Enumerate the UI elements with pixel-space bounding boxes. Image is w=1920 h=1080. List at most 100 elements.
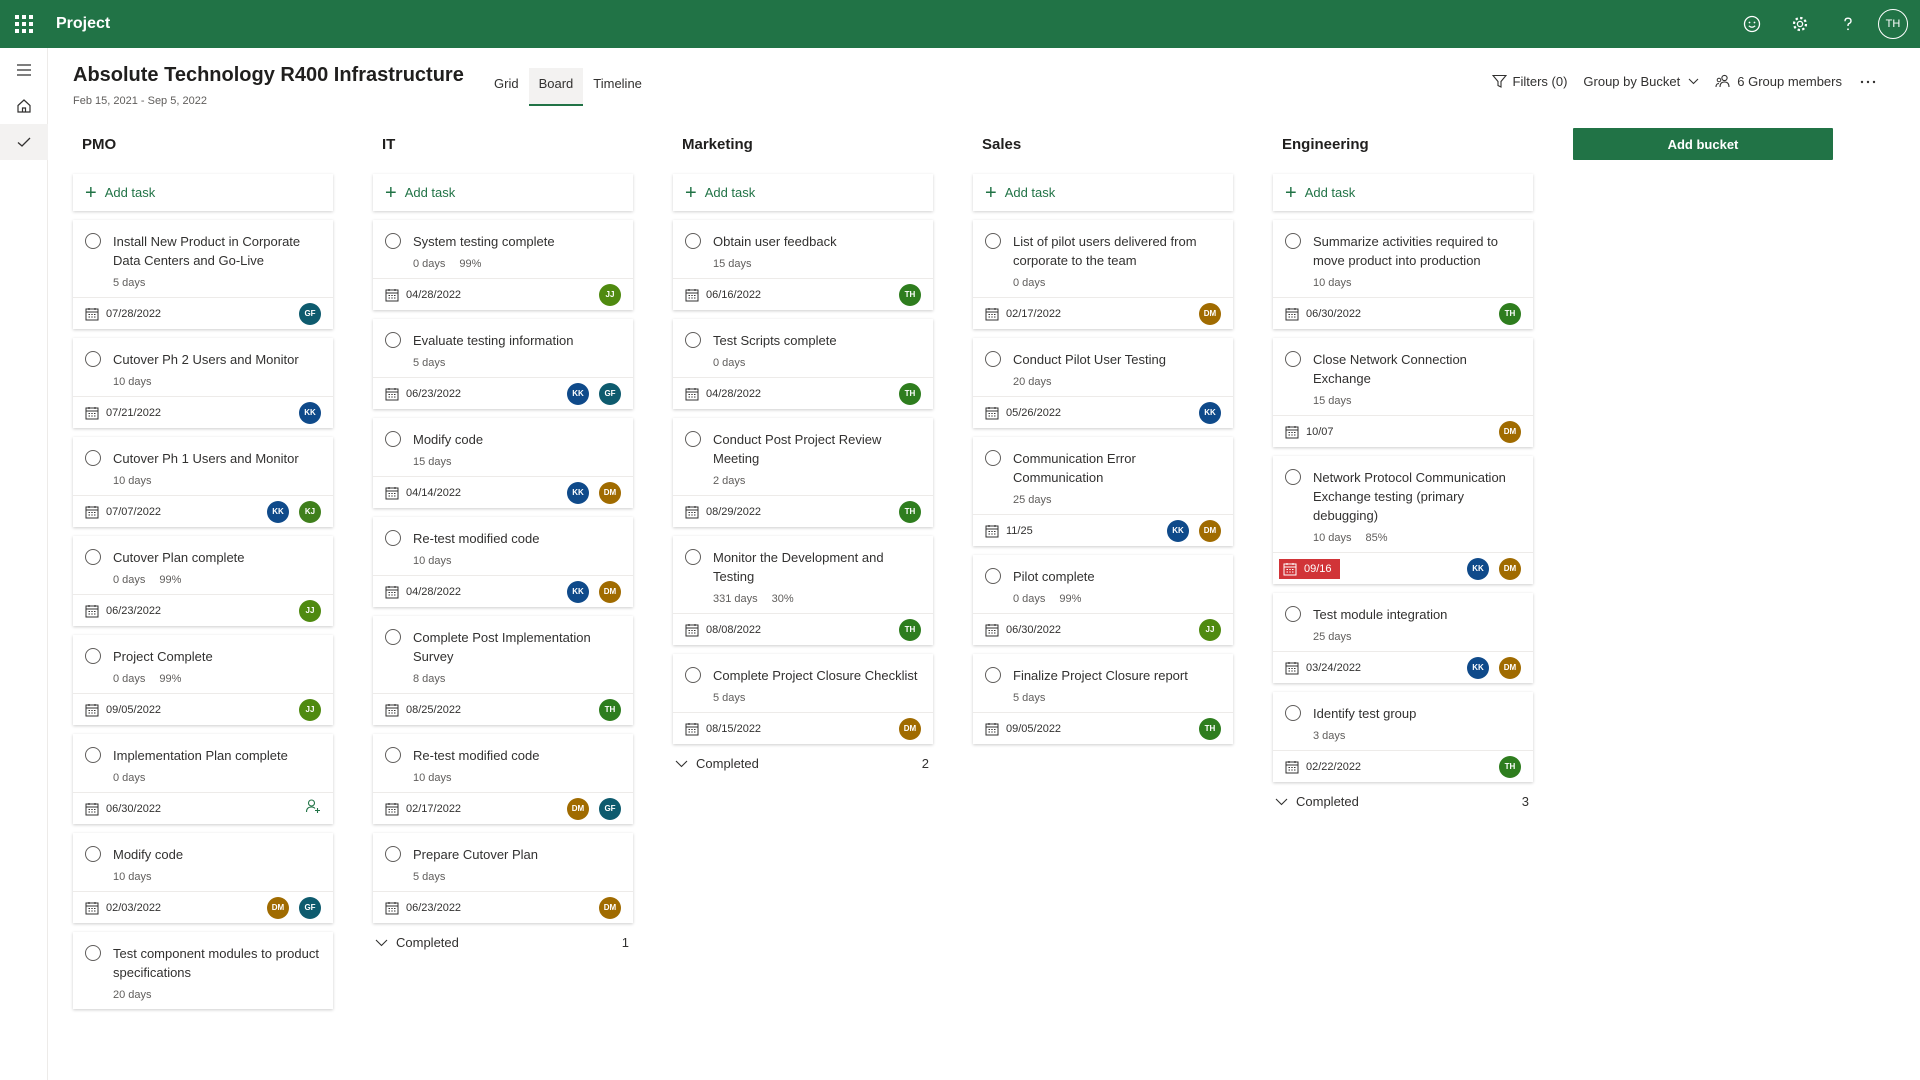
tab-board[interactable]: Board	[528, 68, 584, 106]
task-card[interactable]: Complete Post Implementation Survey 8 day…	[373, 616, 633, 725]
task-card[interactable]: Identify test group 3 days 02/22/2022 TH	[1273, 692, 1533, 782]
assignee-avatar[interactable]: DM	[1499, 420, 1521, 443]
complete-task-checkbox[interactable]	[685, 332, 701, 348]
due-date[interactable]: 06/23/2022	[385, 901, 461, 915]
complete-task-checkbox[interactable]	[685, 549, 701, 565]
bucket-name[interactable]: PMO	[82, 136, 117, 153]
task-card[interactable]: Pilot complete 0 days 99% 06/30/2022 JJ	[973, 555, 1233, 645]
task-card[interactable]: Conduct Post Project Review Meeting 2 day…	[673, 418, 933, 527]
complete-task-checkbox[interactable]	[385, 629, 401, 645]
task-card[interactable]: Network Protocol Communication Exchange …	[1273, 456, 1533, 584]
task-title[interactable]: List of pilot users delivered from corpo…	[1013, 234, 1197, 268]
bucket-name[interactable]: Sales	[982, 136, 1022, 153]
account-avatar[interactable]: TH	[1878, 9, 1908, 39]
assignee-avatar[interactable]: TH	[1499, 302, 1521, 325]
task-card[interactable]: Conduct Pilot User Testing 20 days 05/26/2…	[973, 338, 1233, 428]
due-date[interactable]: 02/03/2022	[85, 901, 161, 915]
tab-grid[interactable]: Grid	[494, 76, 519, 91]
task-title[interactable]: Cutover Ph 1 Users and Monitor	[113, 451, 299, 466]
assignee-avatar[interactable]: TH	[899, 618, 921, 641]
bucket-name[interactable]: Engineering	[1282, 136, 1369, 153]
task-card[interactable]: Close Network Connection Exchange 15 days…	[1273, 338, 1533, 447]
task-title[interactable]: Conduct Post Project Review Meeting	[713, 432, 882, 466]
due-date[interactable]: 06/30/2022	[985, 623, 1061, 637]
assignee-avatar[interactable]: KK	[567, 481, 589, 504]
complete-task-checkbox[interactable]	[385, 747, 401, 763]
complete-task-checkbox[interactable]	[85, 549, 101, 565]
complete-task-checkbox[interactable]	[85, 945, 101, 961]
bucket-name[interactable]: Marketing	[682, 136, 753, 153]
task-card[interactable]: Monitor the Development and Testing 331 d…	[673, 536, 933, 645]
assignee-avatar[interactable]: KK	[1167, 519, 1189, 542]
complete-task-checkbox[interactable]	[1285, 606, 1301, 622]
task-title[interactable]: Test Scripts complete	[713, 333, 837, 348]
complete-task-checkbox[interactable]	[385, 530, 401, 546]
complete-task-checkbox[interactable]	[85, 450, 101, 466]
complete-task-checkbox[interactable]	[385, 233, 401, 249]
due-date[interactable]: 06/30/2022	[1285, 307, 1361, 321]
assignee-avatar[interactable]: GF	[599, 797, 621, 820]
task-title[interactable]: Obtain user feedback	[713, 234, 837, 249]
task-card[interactable]: Modify code 15 days 04/14/2022 KK DM	[373, 418, 633, 508]
task-card[interactable]: Project Complete 0 days 99% 09/05/2022 JJ	[73, 635, 333, 725]
assignee-avatar[interactable]: JJ	[599, 283, 621, 306]
assignee-avatar[interactable]: DM	[267, 896, 289, 919]
task-title[interactable]: Network Protocol Communication Exchange …	[1313, 470, 1506, 523]
complete-task-checkbox[interactable]	[1285, 705, 1301, 721]
complete-task-checkbox[interactable]	[1285, 469, 1301, 485]
due-date[interactable]: 04/14/2022	[385, 486, 461, 500]
due-date[interactable]: 08/08/2022	[685, 623, 761, 637]
due-date[interactable]: 06/30/2022	[85, 802, 161, 816]
due-date[interactable]: 06/23/2022	[385, 387, 461, 401]
assignee-avatar[interactable]: KK	[567, 382, 589, 405]
due-date[interactable]: 02/17/2022	[985, 307, 1061, 321]
task-title[interactable]: Test module integration	[1313, 607, 1448, 622]
task-card[interactable]: Test component modules to product specif…	[73, 932, 333, 1009]
due-date[interactable]: 02/17/2022	[385, 802, 461, 816]
task-card[interactable]: Communication Error Communication 25 days…	[973, 437, 1233, 546]
due-date[interactable]: 11/25	[985, 524, 1033, 538]
completed-toggle[interactable]: Completed 3	[1273, 794, 1533, 809]
complete-task-checkbox[interactable]	[685, 233, 701, 249]
task-card[interactable]: Obtain user feedback 15 days 06/16/2022 TH	[673, 220, 933, 310]
complete-task-checkbox[interactable]	[985, 233, 1001, 249]
task-card[interactable]: Prepare Cutover Plan 5 days 06/23/2022 DM	[373, 833, 633, 923]
task-title[interactable]: Close Network Connection Exchange	[1313, 352, 1467, 386]
task-card[interactable]: Evaluate testing information 5 days 06/23/…	[373, 319, 633, 409]
help-button[interactable]	[1824, 0, 1872, 48]
add-task-button[interactable]: + Add task	[1273, 174, 1533, 211]
completed-toggle[interactable]: Completed 2	[673, 756, 933, 771]
due-date[interactable]: 04/28/2022	[385, 288, 461, 302]
assignee-avatar[interactable]: KK	[567, 580, 589, 603]
task-title[interactable]: Monitor the Development and Testing	[713, 550, 884, 584]
assignee-avatar[interactable]: JJ	[299, 698, 321, 721]
add-task-button[interactable]: + Add task	[673, 174, 933, 211]
due-date[interactable]: 09/16	[1279, 558, 1340, 579]
task-card[interactable]: Finalize Project Closure report 5 days 09/…	[973, 654, 1233, 744]
task-card[interactable]: Implementation Plan complete 0 days 06/30/…	[73, 734, 333, 824]
task-title[interactable]: Finalize Project Closure report	[1013, 668, 1188, 683]
feedback-button[interactable]	[1728, 0, 1776, 48]
complete-task-checkbox[interactable]	[85, 351, 101, 367]
task-title[interactable]: Project Complete	[113, 649, 213, 664]
task-title[interactable]: Test component modules to product specif…	[113, 946, 319, 980]
bucket-name[interactable]: IT	[382, 136, 396, 153]
assignee-avatar[interactable]: KK	[299, 401, 321, 424]
app-launcher-button[interactable]	[0, 0, 48, 48]
task-title[interactable]: Communication Error Communication	[1013, 451, 1136, 485]
assignee-avatar[interactable]: TH	[899, 500, 921, 523]
complete-task-checkbox[interactable]	[685, 667, 701, 683]
task-title[interactable]: Conduct Pilot User Testing	[1013, 352, 1166, 367]
task-title[interactable]: Pilot complete	[1013, 569, 1095, 584]
task-title[interactable]: Evaluate testing information	[413, 333, 574, 348]
completed-toggle[interactable]: Completed 1	[373, 935, 633, 950]
task-title[interactable]: Cutover Ph 2 Users and Monitor	[113, 352, 299, 367]
task-title[interactable]: Prepare Cutover Plan	[413, 847, 539, 862]
task-card[interactable]: Complete Project Closure Checklist 5 days…	[673, 654, 933, 744]
complete-task-checkbox[interactable]	[85, 846, 101, 862]
due-date[interactable]: 04/28/2022	[685, 387, 761, 401]
task-title[interactable]: System testing complete	[413, 234, 555, 249]
group-by-dropdown[interactable]: Group by Bucket	[1583, 74, 1699, 89]
task-title[interactable]: Cutover Plan complete	[113, 550, 245, 565]
due-date[interactable]: 08/15/2022	[685, 722, 761, 736]
